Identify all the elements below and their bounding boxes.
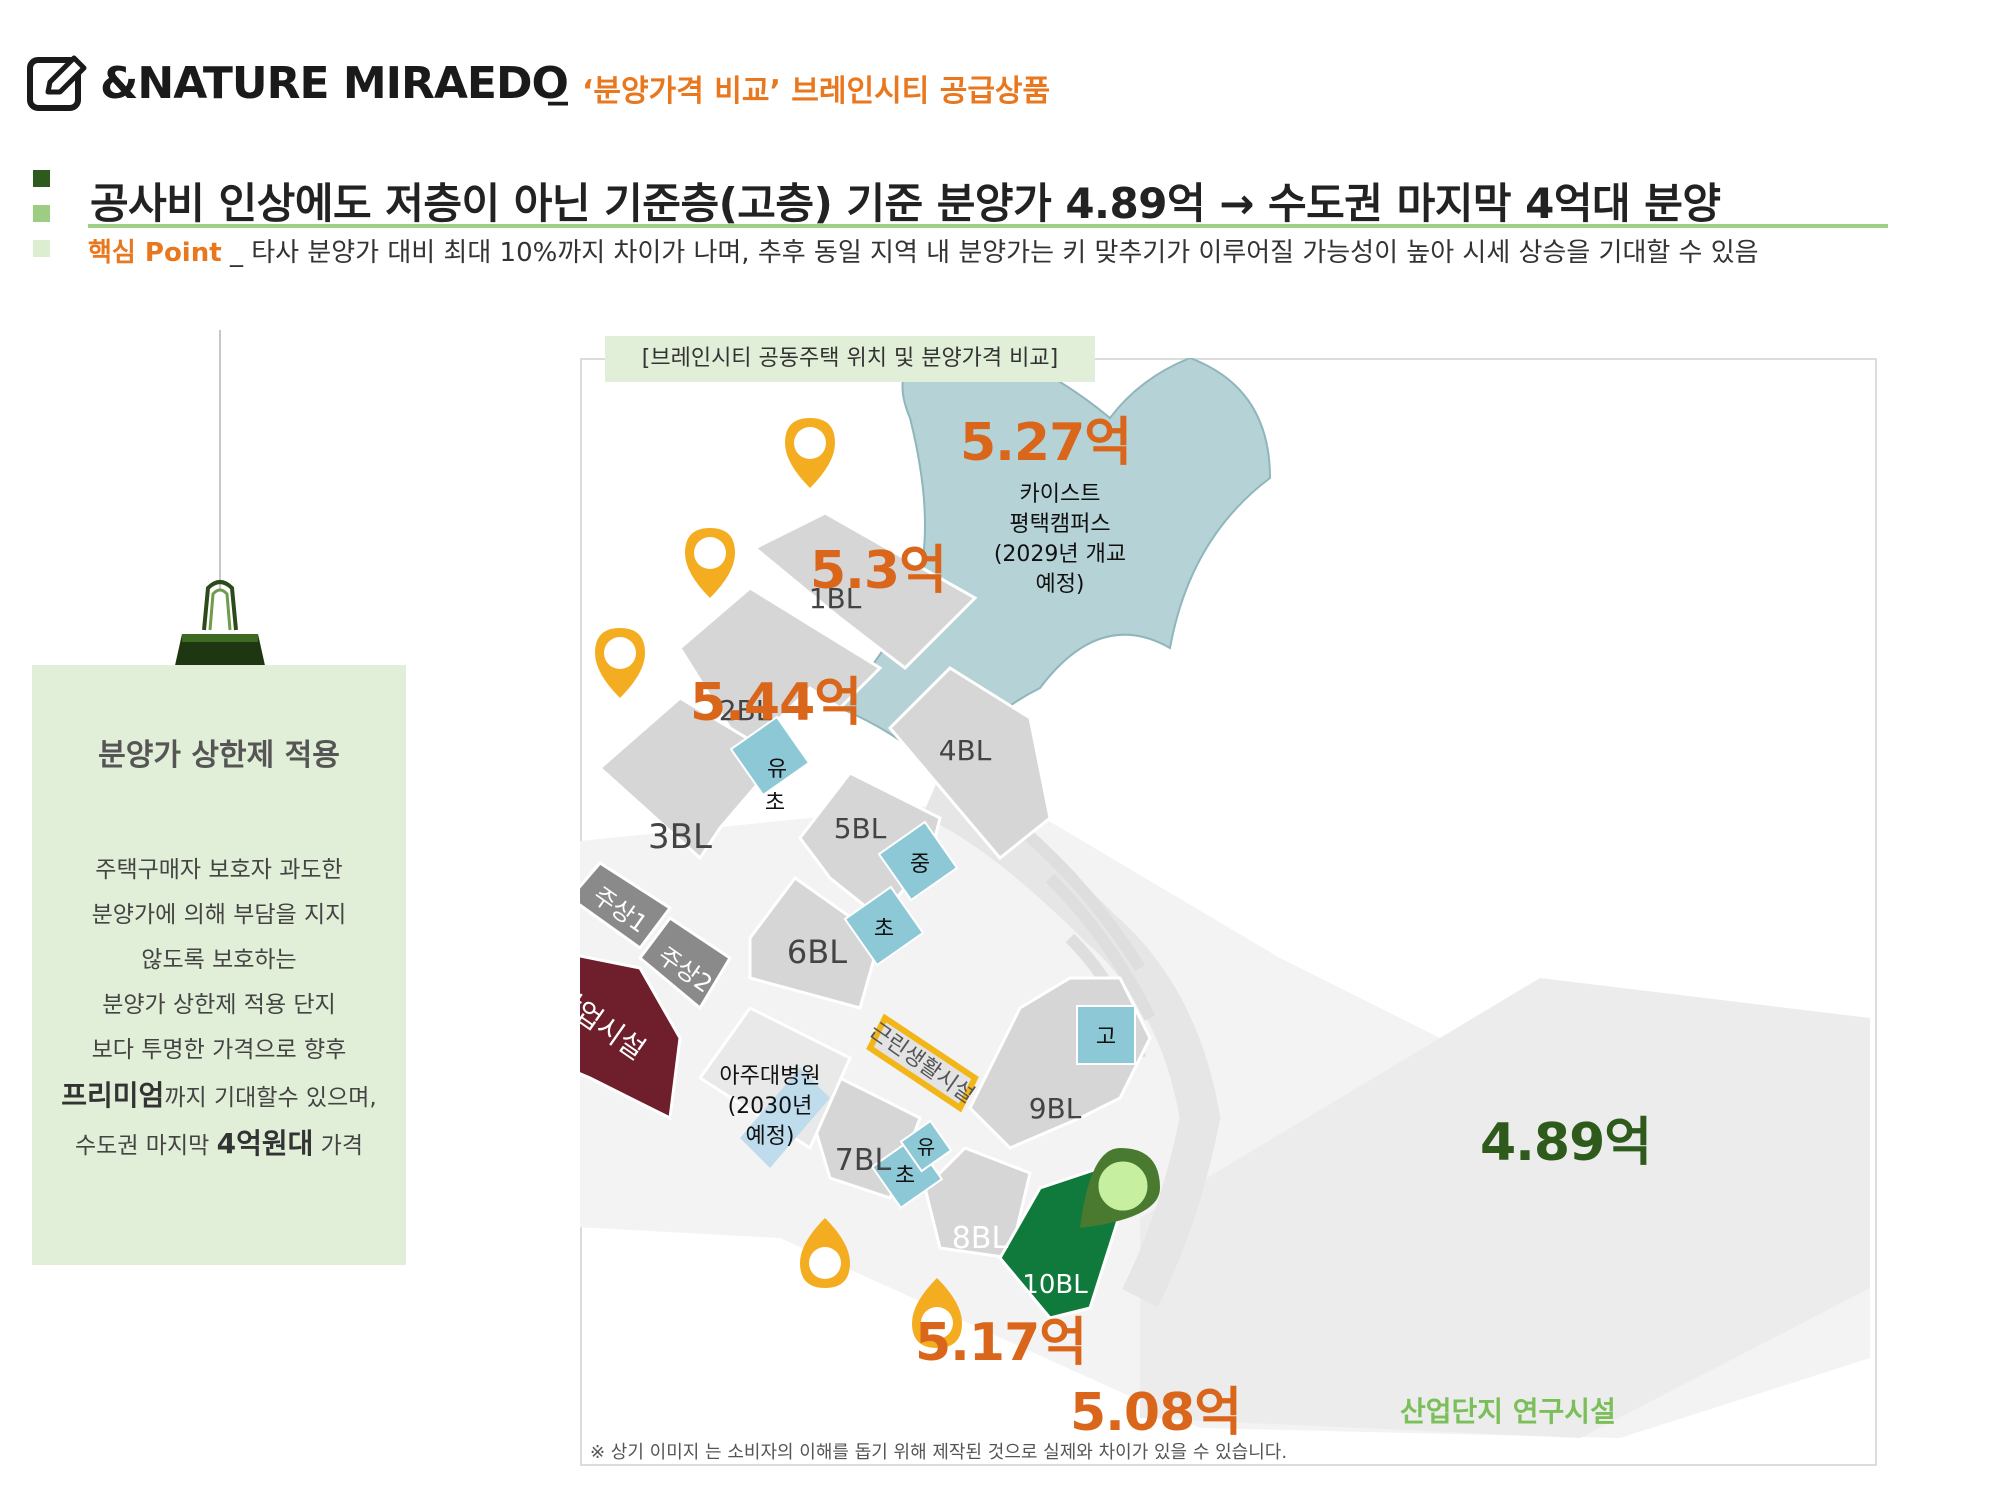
block-label-1bl: 1BL — [809, 582, 862, 615]
school-kindergarten-7bl — [899, 1119, 953, 1173]
block-label-2bl: 2BL — [719, 694, 772, 727]
school-label-elementary-2: 초 — [874, 917, 894, 942]
school-label-kindergarten-2: 유 — [917, 1135, 935, 1159]
block-label-5bl: 5BL — [834, 812, 887, 845]
mixed-use-1-area — [580, 861, 673, 951]
price-label-7bl: 5.17억 — [915, 1313, 1087, 1373]
school-high-9bl — [1076, 1005, 1136, 1065]
map-disclaimer: ※ 상기 이미지 는 소비자의 이해를 돕기 위해 제작된 것으로 실제와 차이… — [590, 1442, 1288, 1463]
school-middle-5bl — [877, 820, 959, 902]
price-emphasis: 4억원대 — [216, 1127, 314, 1160]
school-label-kindergarten: 유 — [767, 757, 787, 782]
premium-rest: 까지 기대할수 있으며, — [164, 1085, 377, 1111]
premium-emphasis: 프리미엄 — [61, 1079, 165, 1112]
price-label-1bl: 5.27억 — [960, 413, 1132, 473]
bullet-mid — [33, 205, 50, 222]
block-4bl — [887, 666, 1052, 861]
card-line: 보다 투명한 가격으로 향후 — [91, 1037, 347, 1063]
hospital-highlight — [740, 1068, 830, 1168]
bullet-dark — [33, 170, 50, 187]
block-label-6bl: 6BL — [787, 933, 847, 971]
block-label-4bl: 4BL — [939, 734, 992, 767]
card-line: 분양가 상한제 적용 단지 — [102, 992, 336, 1018]
price-pin-7bl — [800, 1218, 850, 1288]
hospital-label-2: (2030년 — [728, 1094, 813, 1119]
block-label-3bl: 3BL — [648, 817, 712, 857]
card-title: 분양가 상한제 적용 — [98, 738, 340, 773]
block-6bl — [748, 875, 882, 1010]
block-label-10bl: 10BL — [1022, 1270, 1088, 1300]
price-label-8bl: 5.08억 — [1070, 1383, 1242, 1443]
headline-underline — [88, 224, 1888, 228]
price-cap-card — [32, 665, 406, 1265]
key-point-label: 핵심 Point — [88, 238, 222, 268]
research-facility-label: 산업단지 연구시설 — [1400, 1395, 1616, 1428]
hospital-label-1: 아주대병원 — [719, 1064, 820, 1089]
price-pin-10bl — [1080, 1148, 1160, 1228]
school-label-elementary: 초 — [765, 791, 785, 816]
campus-label-1: 카이스트 — [1020, 482, 1101, 507]
price-prefix: 수도권 마지막 — [75, 1133, 217, 1159]
school-label-elementary-3: 초 — [895, 1164, 915, 1189]
block-3bl — [597, 696, 783, 861]
card-line: 않도록 보호하는 — [141, 947, 297, 973]
campus-label-2: 평택캠퍼스 — [1009, 512, 1110, 537]
brand-separator: _ — [548, 60, 568, 106]
edit-icon — [27, 55, 87, 111]
campus-label-3: (2029년 개교 — [994, 542, 1126, 567]
brand-subtitle: ‘분양가격 비교’ 브레인시티 공급상품 — [582, 74, 1051, 109]
school-kindergarten-2bl — [729, 715, 811, 797]
headline-title: 공사비 인상에도 저층이 아닌 기준층(고층) 기준 분양가 4.89억 → 수… — [90, 179, 1721, 228]
price-label-3bl: 5.44억 — [690, 673, 862, 733]
neighborhood-facility-area — [866, 1013, 979, 1113]
site-map: 카이스트 평택캠퍼스 (2029년 개교 예정) 1BL 2BL 3BL 4BL… — [580, 358, 1870, 1438]
key-point-text: _ 타사 분양가 대비 최대 10%까지 차이가 나며, 추후 동일 지역 내 … — [229, 238, 1759, 268]
price-pin-2bl — [685, 528, 735, 598]
school-label-middle: 중 — [910, 852, 930, 877]
price-label-2bl: 5.3억 — [810, 541, 947, 601]
campus-label-4: 예정) — [1035, 572, 1084, 597]
hanging-line — [219, 330, 221, 590]
price-pin-3bl — [595, 628, 645, 698]
card-line-price: 수도권 마지막 4억원대 가격 — [32, 1121, 406, 1169]
map-ground-east — [1140, 978, 1870, 1438]
block-1bl — [752, 511, 978, 670]
card-body: 주택구매자 보호자 과도한 분양가에 의해 부담을 지지 않도록 보호하는 분양… — [32, 848, 406, 1169]
card-line-premium: 프리미엄까지 기대할수 있으며, — [32, 1073, 406, 1121]
price-suffix: 가격 — [313, 1133, 363, 1159]
block-label-7bl: 7BL — [835, 1143, 892, 1178]
bullet-light — [33, 240, 50, 257]
school-label-high: 고 — [1096, 1025, 1116, 1050]
block-label-8bl: 8BL — [952, 1221, 1009, 1256]
price-label-10bl: 4.89억 — [1480, 1113, 1652, 1173]
map-caption: [브레인시티 공동주택 위치 및 분양가격 비교] — [605, 336, 1095, 382]
commercial-area — [580, 954, 682, 1121]
key-point: 핵심 Point _ 타사 분양가 대비 최대 10%까지 차이가 나며, 추후… — [88, 232, 1759, 269]
mixed-use-2-area — [637, 915, 733, 1011]
price-pin-1bl — [785, 418, 835, 488]
school-elementary-5bl — [843, 885, 925, 967]
card-line: 주택구매자 보호자 과도한 — [95, 857, 343, 883]
headline-bullets — [33, 170, 50, 275]
brand-title: &NATURE MIRAEDO — [100, 58, 569, 109]
block-label-9bl: 9BL — [1029, 1092, 1082, 1125]
hospital-label-3: 예정) — [745, 1124, 794, 1149]
block-8bl — [923, 1146, 1032, 1260]
price-pin-8bl — [912, 1278, 962, 1348]
card-line: 분양가에 의해 부담을 지지 — [91, 902, 347, 928]
